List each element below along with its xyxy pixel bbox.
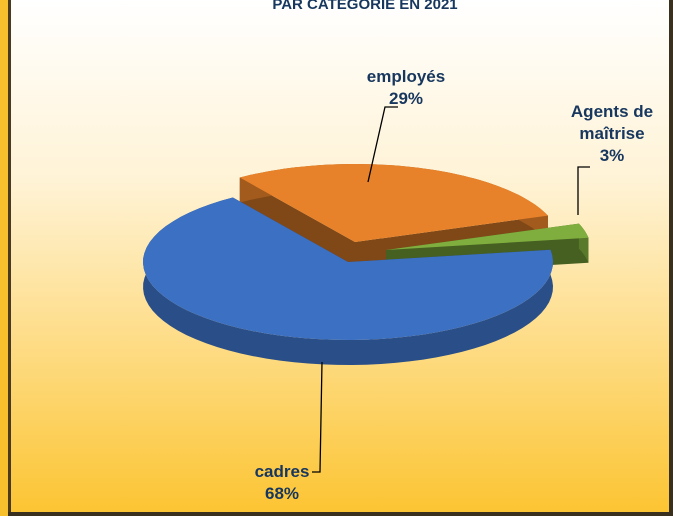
leader-line [312, 361, 323, 473]
chart-title: PAR CATÉGORIE EN 2021 [272, 0, 457, 13]
value-label: 3% [599, 146, 625, 165]
data-label: cadres 68% [232, 461, 332, 505]
leader-line [367, 106, 398, 183]
pie-slice [386, 223, 589, 250]
value-label: 68% [264, 484, 300, 503]
value-label: 29% [388, 89, 424, 108]
left-border [8, 0, 11, 516]
pie [143, 164, 589, 365]
category-label: employés [366, 67, 446, 86]
category-label: Agents de maîtrise [570, 102, 654, 143]
pie-slice [239, 164, 548, 242]
left-strip [0, 0, 8, 516]
bottom-border [8, 512, 673, 516]
data-label: employés 29% [356, 66, 456, 110]
leader-line [577, 166, 590, 215]
category-label: cadres [254, 462, 310, 481]
pie-slice [143, 197, 553, 340]
pie-side [239, 177, 355, 267]
right-border [669, 0, 673, 516]
data-label: Agents de maîtrise 3% [556, 101, 668, 167]
